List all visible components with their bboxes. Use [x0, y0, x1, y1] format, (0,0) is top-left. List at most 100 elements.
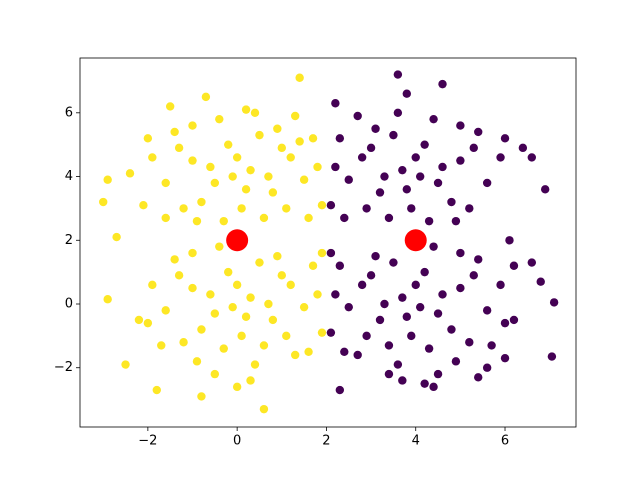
point	[375, 315, 385, 325]
point	[451, 357, 461, 366]
point	[134, 315, 144, 325]
point	[103, 175, 112, 184]
point	[371, 124, 380, 133]
point	[143, 318, 153, 328]
point	[219, 216, 228, 226]
point	[299, 175, 309, 184]
point	[174, 271, 184, 280]
point	[326, 248, 336, 258]
point	[197, 325, 206, 334]
point	[331, 162, 340, 172]
point	[433, 178, 443, 188]
point	[277, 271, 286, 280]
point	[304, 213, 313, 223]
point	[206, 290, 215, 299]
point	[206, 162, 215, 172]
point	[277, 143, 286, 153]
point	[112, 232, 121, 242]
point	[362, 331, 371, 341]
point	[451, 216, 461, 226]
point	[344, 175, 353, 184]
point	[353, 111, 362, 121]
point	[241, 312, 251, 321]
point	[438, 79, 447, 89]
point	[224, 267, 233, 277]
point	[547, 352, 557, 361]
point	[201, 92, 211, 102]
point	[447, 197, 456, 207]
point	[465, 338, 474, 347]
point	[527, 153, 537, 162]
point	[438, 290, 447, 299]
point	[540, 185, 550, 194]
point	[389, 258, 398, 267]
point	[411, 153, 420, 162]
point	[255, 258, 264, 267]
point	[362, 204, 371, 213]
point	[232, 280, 242, 290]
point	[103, 295, 112, 304]
point	[404, 229, 427, 252]
point	[232, 153, 242, 162]
point	[125, 169, 135, 178]
point	[188, 156, 197, 165]
point	[174, 143, 184, 153]
point	[335, 385, 345, 395]
point	[380, 299, 389, 309]
point	[237, 331, 246, 341]
point	[313, 162, 322, 172]
point	[375, 188, 385, 197]
point	[170, 255, 179, 264]
point	[496, 280, 505, 290]
point	[246, 293, 255, 302]
point	[210, 309, 220, 318]
point	[402, 89, 411, 98]
point	[215, 242, 224, 251]
point	[393, 70, 403, 79]
x-tick-label: 6	[501, 434, 509, 449]
point	[313, 290, 322, 299]
point	[286, 280, 295, 290]
point	[290, 350, 300, 360]
point	[121, 360, 130, 369]
point	[456, 283, 465, 293]
point	[509, 315, 519, 325]
point	[232, 382, 242, 392]
point	[241, 105, 251, 114]
point	[429, 242, 438, 251]
point	[357, 153, 367, 162]
point	[415, 172, 425, 181]
point	[326, 201, 336, 210]
point	[161, 213, 170, 223]
point	[268, 315, 278, 325]
point	[331, 290, 340, 299]
point	[398, 376, 407, 385]
point	[465, 204, 474, 213]
point	[456, 121, 465, 130]
point	[210, 369, 220, 379]
point	[215, 114, 224, 124]
point	[304, 347, 313, 356]
point	[505, 236, 514, 245]
point	[496, 153, 505, 162]
point	[246, 376, 255, 385]
point	[282, 204, 291, 213]
point	[264, 299, 273, 309]
point	[192, 357, 202, 366]
point	[474, 255, 483, 264]
point	[402, 185, 411, 194]
point	[420, 140, 429, 149]
point	[295, 73, 304, 82]
point	[353, 350, 362, 360]
point	[500, 134, 510, 143]
point	[402, 312, 411, 321]
point	[157, 341, 166, 350]
point	[384, 369, 394, 379]
point	[433, 309, 443, 318]
point	[326, 328, 336, 337]
point	[259, 213, 269, 223]
point	[407, 204, 416, 213]
point	[340, 213, 349, 223]
point	[259, 341, 269, 350]
y-tick-label: −2	[54, 360, 73, 375]
